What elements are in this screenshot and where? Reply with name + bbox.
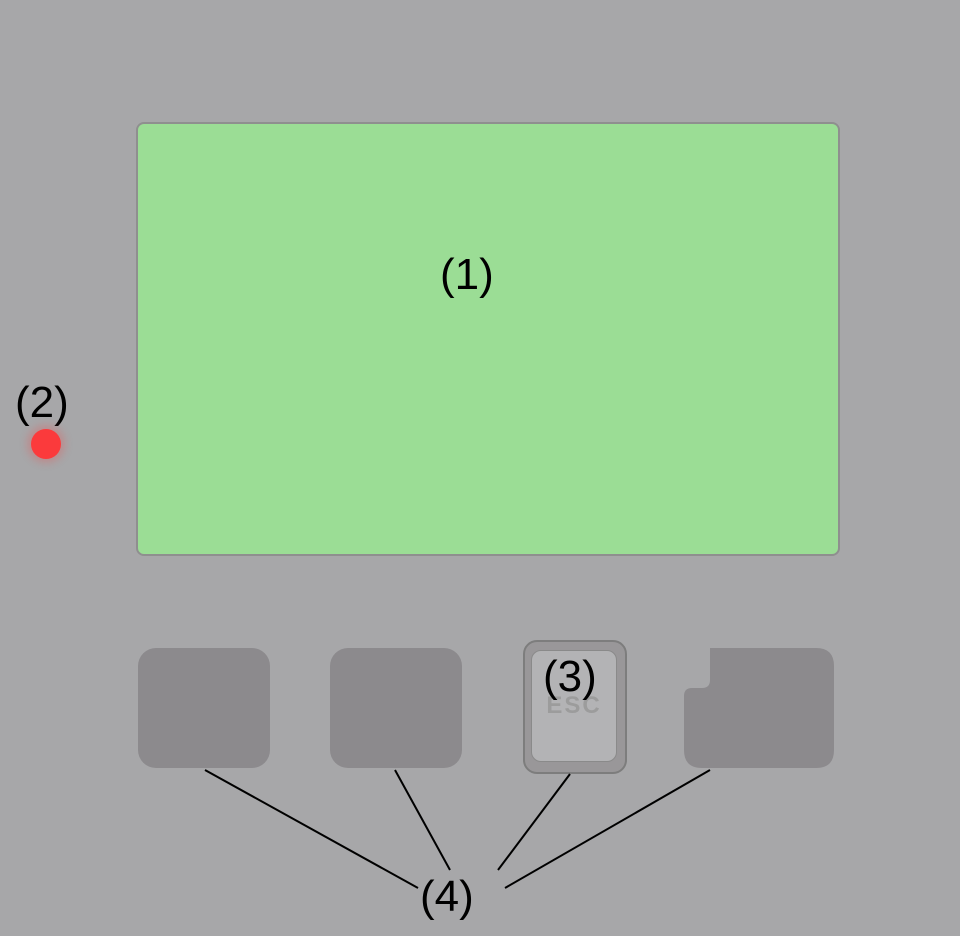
callout-4: (4) (420, 872, 474, 922)
status-led-icon (31, 429, 61, 459)
device-diagram: (1) (2) ESC (3) (4) (0, 0, 960, 936)
callout-2: (2) (15, 378, 69, 428)
soft-key-2 (330, 648, 462, 768)
soft-key-1 (138, 648, 270, 768)
soft-key-3 (684, 648, 834, 768)
callout-3: (3) (543, 652, 597, 702)
display-screen (136, 122, 840, 556)
callout-1: (1) (440, 250, 494, 300)
